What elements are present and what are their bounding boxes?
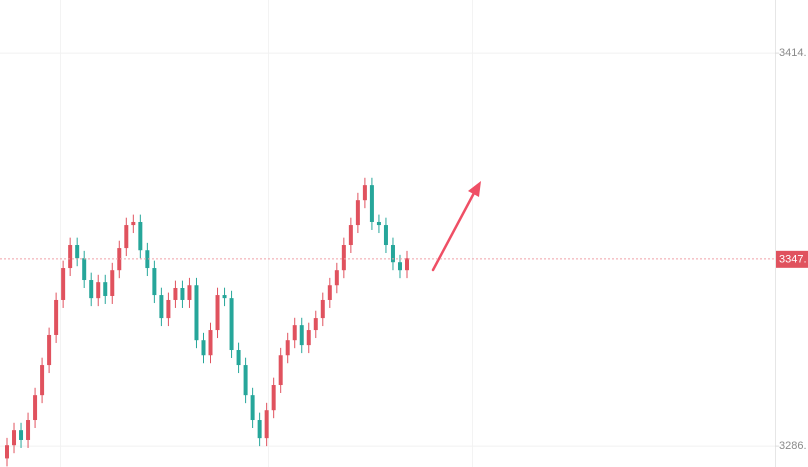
candle-body — [222, 295, 227, 299]
candle-body — [257, 420, 262, 439]
plot-area — [0, 52, 775, 467]
candle-body — [75, 245, 80, 259]
candle-body — [341, 245, 346, 271]
candle-body — [187, 285, 192, 300]
candle-body — [82, 258, 87, 281]
candle-body — [348, 225, 353, 246]
last-price-box — [776, 250, 808, 268]
candle-body — [145, 250, 150, 269]
candle-body — [159, 295, 164, 319]
candle-body — [5, 445, 9, 459]
candle-body — [173, 287, 178, 300]
candle-body — [54, 299, 59, 335]
candle-body — [327, 285, 332, 300]
candle-body — [306, 330, 311, 346]
candle-body — [320, 299, 325, 319]
candle-body — [292, 325, 297, 341]
candle-body — [215, 295, 220, 331]
candle-body — [201, 340, 206, 356]
candle-body — [264, 410, 269, 439]
candle-body — [89, 280, 94, 299]
candle-body — [271, 385, 276, 411]
candle-body — [285, 340, 290, 356]
candle-body — [180, 287, 185, 300]
candle-body — [40, 365, 45, 396]
candle-body — [236, 350, 241, 366]
candle-body — [194, 285, 199, 341]
annotation-arrow — [431, 181, 481, 272]
last-price-label: 3347. — [779, 254, 807, 266]
candle-body — [355, 200, 360, 226]
candle-body — [124, 225, 129, 249]
candle-body — [278, 355, 283, 386]
candle-body — [383, 225, 388, 246]
candle-body — [47, 334, 52, 366]
candle-body — [334, 270, 339, 286]
candle-body — [33, 395, 38, 421]
candle-body — [152, 268, 157, 296]
candle-body — [103, 282, 108, 296]
candle-body — [166, 299, 171, 319]
candle-body — [12, 430, 17, 446]
candle-body — [397, 262, 402, 271]
arrow-head — [468, 181, 481, 197]
candle-body — [376, 221, 381, 226]
candle-body — [131, 221, 136, 226]
candle-body — [110, 270, 115, 296]
candle-body — [390, 245, 395, 263]
candle-body — [208, 330, 213, 356]
candle-body — [369, 185, 374, 222]
candle-body — [299, 325, 304, 346]
candle-body — [243, 365, 248, 396]
candle-body — [138, 221, 143, 251]
candle-body — [117, 248, 122, 271]
candle-body — [96, 282, 101, 299]
arrow-shaft — [431, 191, 476, 272]
candle-body — [405, 258, 409, 271]
candle-body — [362, 185, 367, 201]
candle-body — [26, 420, 31, 440]
y-tick-label: 3286. — [779, 440, 807, 452]
candle-body — [313, 318, 318, 331]
candle-body — [229, 298, 234, 351]
y-tick-label: 3414. — [779, 47, 807, 59]
candle-body — [250, 395, 255, 421]
candle-body — [68, 245, 73, 269]
candle-body — [19, 430, 24, 440]
candle-body — [61, 268, 66, 300]
